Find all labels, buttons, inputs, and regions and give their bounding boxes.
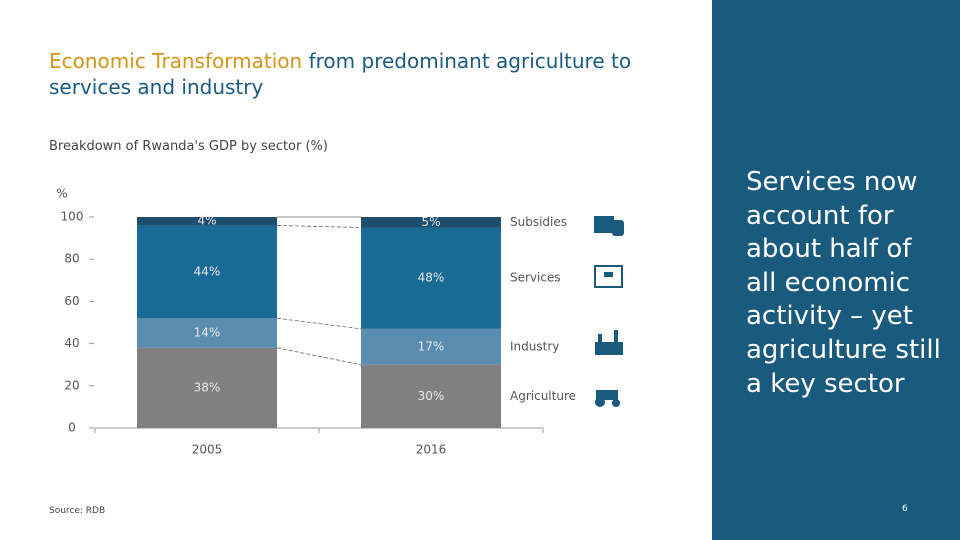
bar-segment	[361, 364, 501, 428]
icon	[595, 397, 605, 407]
title-highlight: Economic Transformation	[49, 49, 303, 73]
connector	[276, 317, 362, 330]
legend-label: Industry	[510, 339, 559, 353]
bar-segment	[361, 328, 501, 365]
value-label: 38%	[194, 380, 221, 394]
title-rest: from predominant agriculture to services…	[49, 49, 632, 99]
icon	[612, 399, 620, 407]
value-label: 44%	[194, 264, 221, 278]
icon	[596, 390, 618, 400]
bar-segment	[137, 225, 277, 319]
chart: % 0 20 40 60 80 100 2005 38% 14% 44% 4% 2016 30% Agri…	[56, 187, 624, 457]
connector	[276, 225, 362, 228]
bar-segment	[361, 227, 501, 329]
icon	[594, 265, 623, 288]
x-tick-label: 2005	[192, 443, 223, 457]
icon	[604, 272, 613, 277]
sidebar	[712, 0, 960, 540]
y-axis-label: %	[56, 187, 67, 201]
icon	[614, 330, 618, 342]
y-tick-label: 40	[64, 336, 79, 350]
bar-segment	[361, 217, 501, 228]
value-label: 5%	[421, 215, 440, 229]
y-tick-label: 0	[68, 421, 76, 435]
bar-segment	[137, 217, 277, 226]
x-tick-label: 2016	[416, 443, 447, 457]
sidebar-text: Services now account for about half of a…	[746, 167, 941, 399]
legend-label: Services	[510, 271, 561, 285]
subtitle: Breakdown of Rwanda's GDP by sector (%)	[49, 139, 328, 154]
value-label: 17%	[418, 339, 445, 353]
y-tick-label: 80	[64, 252, 79, 266]
icons	[594, 216, 624, 407]
connector	[276, 347, 362, 366]
value-label: 14%	[194, 326, 221, 340]
bar-segment	[137, 347, 277, 428]
value-label: 30%	[418, 389, 445, 403]
page-number: 6	[902, 504, 908, 514]
value-label: 48%	[418, 271, 445, 285]
value-label: 4%	[197, 214, 216, 228]
icon	[595, 342, 623, 355]
legend-label: Agriculture	[510, 389, 576, 403]
source: Source: RDB	[49, 506, 106, 516]
y-tick-label: 20	[64, 378, 79, 392]
icon	[594, 216, 614, 233]
legend-label: Subsidies	[510, 215, 567, 229]
y-tick-label: 100	[61, 210, 84, 224]
y-tick-label: 60	[64, 294, 79, 308]
bar-segment	[137, 318, 277, 348]
icon	[598, 334, 602, 342]
slide-title: Economic Transformation from predominant…	[49, 48, 699, 100]
icon	[612, 220, 624, 236]
